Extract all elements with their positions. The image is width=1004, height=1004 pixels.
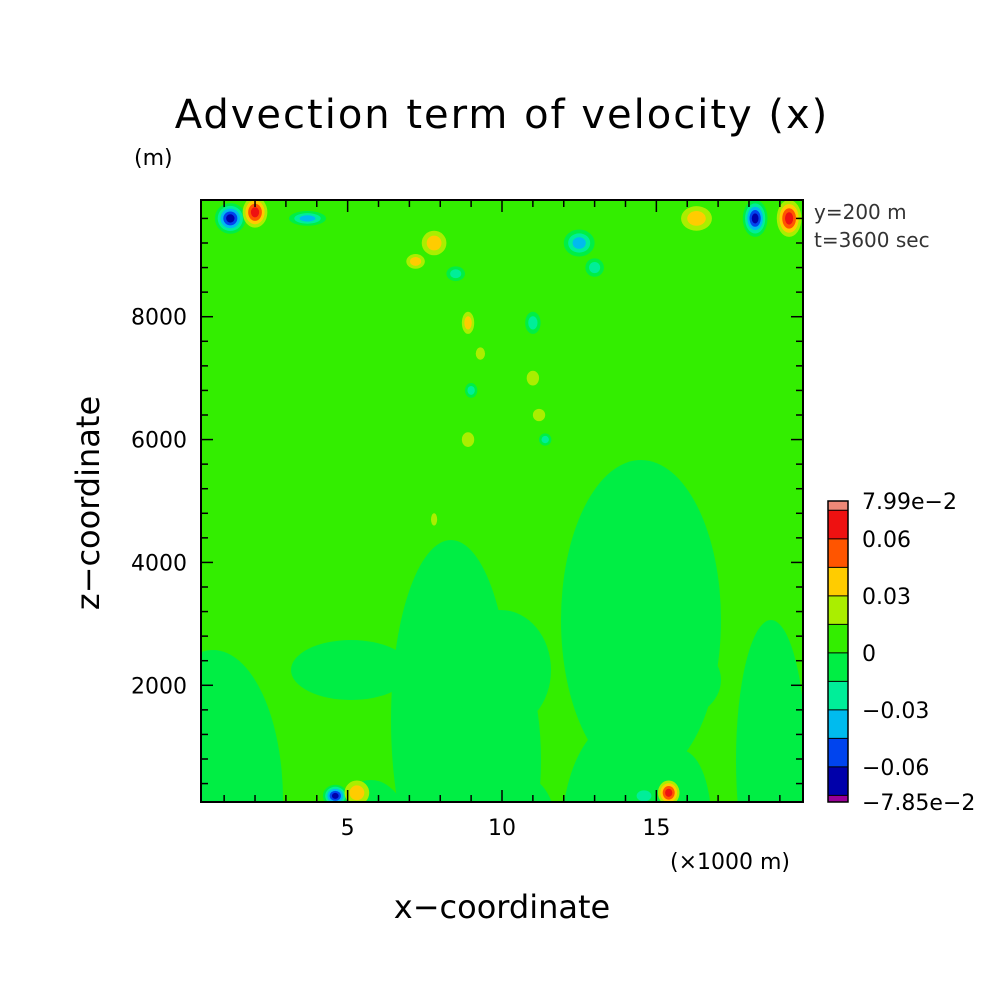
colorbar-swatch [828,624,848,653]
contour-feature [475,347,486,360]
contour-feature [528,316,538,330]
colorbar: 7.99e−2 0.06 0.03 0 −0.03 −0.06 −7.85e−2 [827,490,975,816]
contour-feature [250,207,260,218]
contour-patch [510,780,552,802]
contour-field [201,200,803,1000]
colorbar-swatch [828,510,848,539]
contour-feature [450,269,462,279]
contour-patch [621,640,721,720]
contour-feature [687,211,706,226]
colorbar-swatch [828,567,848,596]
colorbar-swatch [828,501,848,511]
colorbar-swatch [828,538,848,568]
contour-feature [461,432,475,447]
y-axis-label: z−coordinate [69,395,107,611]
contour-patch [564,720,678,802]
x-tick-label: 5 [341,816,355,841]
contour-feature [464,316,472,330]
contour-feature [226,214,235,223]
contour-feature [410,257,422,266]
contour-patch [291,640,411,700]
x-axis-label: x−coordinate [393,888,611,926]
contour-feature [589,262,601,274]
x-tick-label: 15 [642,816,670,841]
colorbar-label: 0 [862,642,876,667]
y-tick-label: 8000 [131,306,187,331]
colorbar-swatch [828,795,848,802]
contour-feature [430,513,438,526]
x-tick-label: 10 [488,816,516,841]
contour-patch [521,940,601,1000]
annotation-y-position: y=200 m [814,200,907,224]
z-axis-unit: (m) [134,146,173,171]
contour-feature [349,785,365,801]
contour-feature [467,386,475,395]
y-tick-label: 6000 [131,429,187,454]
contour-feature [526,370,540,386]
colorbar-label: −0.03 [862,699,929,724]
annotation-time: t=3600 sec [814,228,930,252]
colorbar-swatch [828,595,848,625]
colorbar-swatch [828,738,848,767]
contour-feature [751,213,759,224]
contour-feature [572,237,586,249]
contour-patch [221,920,301,1000]
contour-patch [551,920,671,1000]
contour-patch [201,650,283,802]
colorbar-swatch [828,766,848,796]
contour-feature [665,788,673,797]
contour-patch [451,610,551,730]
contour-patch [736,620,803,802]
colorbar-swatch [828,681,848,710]
colorbar-frame [827,500,849,803]
colorbar-label: −7.85e−2 [862,791,975,816]
contour-feature [331,792,339,799]
contour-feature [426,235,442,251]
axis-ticks: 5 10 15 2000 4000 6000 8000 [131,200,803,841]
x-axis-unit: (×1000 m) [670,850,791,875]
colorbar-label: −0.06 [862,756,929,781]
contour-feature [541,435,549,444]
y-tick-label: 2000 [131,674,187,699]
colorbar-label: 7.99e−2 [862,490,957,515]
colorbar-label: 0.03 [862,585,911,610]
y-tick-label: 4000 [131,551,187,576]
contour-feature [784,212,794,225]
colorbar-label: 0.06 [862,528,911,553]
colorbar-swatch [828,709,848,739]
chart-title: Advection term of velocity (x) [174,92,830,138]
contour-feature [636,790,652,802]
colorbar-swatch [828,652,848,682]
contour-feature [299,215,316,222]
contour-feature [532,408,546,422]
